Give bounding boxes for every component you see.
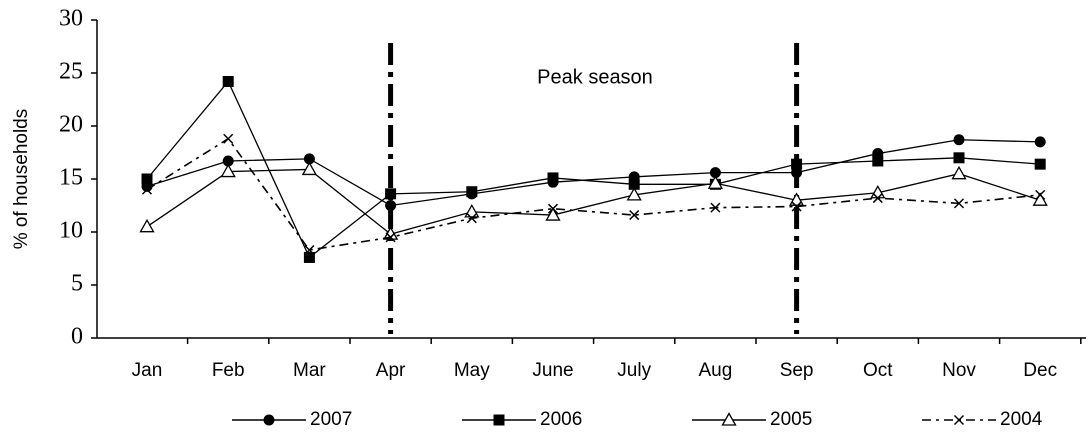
legend-label: 2004	[1000, 409, 1043, 430]
marker	[626, 187, 642, 201]
y-tick-label: 10	[59, 218, 83, 244]
marker	[710, 202, 721, 213]
x-tick-label: July	[617, 360, 651, 381]
marker	[141, 173, 153, 185]
marker	[220, 163, 236, 178]
y-tick-label: 30	[59, 6, 83, 32]
marker	[464, 204, 480, 218]
legend-label: 2006	[540, 409, 582, 430]
x-tick-label: Oct	[863, 360, 893, 381]
marker	[304, 244, 315, 256]
x-tick-label: June	[532, 360, 573, 381]
marker	[1035, 189, 1046, 200]
x-tick-label: Mar	[293, 360, 326, 381]
marker	[141, 184, 153, 195]
y-tick-label: 15	[59, 165, 83, 191]
marker	[872, 155, 884, 167]
marker	[951, 165, 967, 180]
series-line	[146, 139, 1041, 207]
marker	[709, 167, 721, 179]
marker	[707, 175, 724, 189]
marker	[263, 414, 275, 426]
marker	[547, 203, 559, 214]
series-line	[146, 80, 1041, 259]
legend-label: 2007	[310, 409, 352, 430]
series-line	[146, 168, 1041, 235]
x-tick-label: May	[454, 360, 490, 381]
y-tick-label: 5	[71, 271, 83, 297]
y-tick-label: 0	[71, 324, 83, 350]
marker	[223, 133, 234, 144]
x-tick-label: Jan	[132, 360, 163, 381]
marker	[303, 153, 315, 165]
marker	[953, 152, 965, 164]
y-tick-label: 20	[59, 112, 83, 138]
marker	[139, 218, 155, 233]
marker	[1032, 192, 1048, 206]
marker	[791, 167, 803, 179]
marker	[385, 188, 397, 200]
marker	[303, 251, 315, 263]
x-tick-label: Feb	[212, 360, 245, 381]
annotation: Peak season	[537, 66, 653, 88]
marker	[953, 198, 965, 209]
marker	[385, 200, 397, 211]
marker	[721, 412, 737, 426]
marker	[1034, 158, 1046, 170]
x-tick-label: Apr	[376, 360, 406, 381]
marker	[953, 134, 965, 146]
marker	[953, 414, 965, 426]
x-tick-label: Sep	[780, 360, 814, 381]
marker	[1034, 136, 1046, 148]
marker	[629, 210, 640, 221]
x-tick-label: Nov	[942, 360, 976, 381]
legend-label: 2005	[770, 409, 812, 430]
y-axis-label: % of households	[11, 109, 32, 250]
series-line	[146, 137, 1041, 251]
marker	[222, 155, 234, 167]
marker	[466, 186, 478, 198]
marker	[547, 172, 559, 184]
marker	[385, 232, 396, 243]
marker	[628, 178, 640, 190]
marker	[872, 193, 883, 204]
marker	[493, 414, 505, 426]
marker	[791, 158, 803, 170]
marker	[466, 213, 477, 224]
y-tick-label: 25	[59, 59, 83, 85]
marker	[222, 75, 234, 87]
x-tick-label: Dec	[1023, 360, 1057, 381]
marker	[301, 161, 318, 176]
marker	[545, 207, 561, 221]
marker	[791, 201, 802, 212]
x-tick-label: Aug	[698, 360, 732, 381]
